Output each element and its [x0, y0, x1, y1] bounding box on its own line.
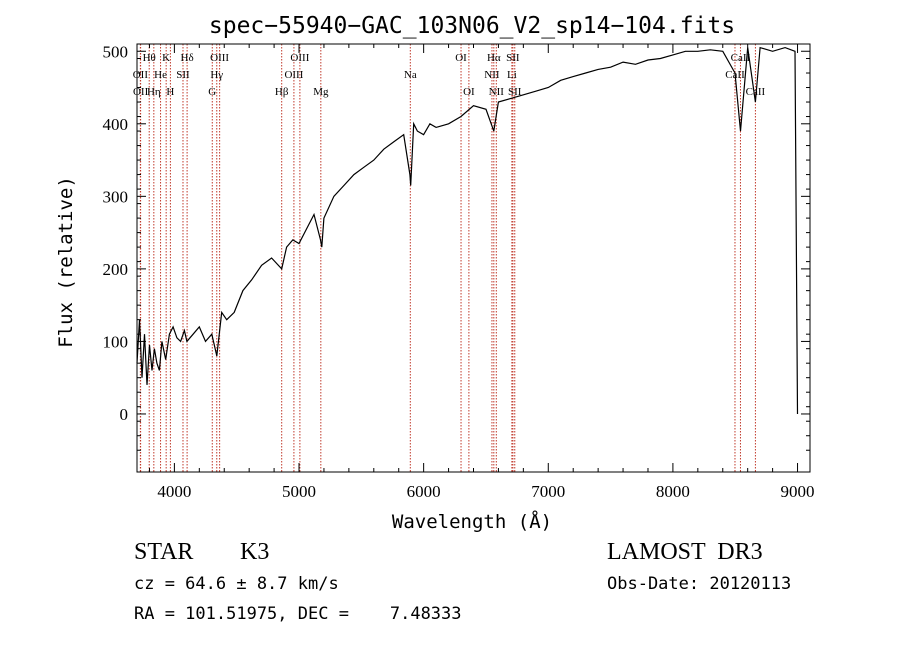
object-class: STAR — [134, 539, 193, 565]
x-axis-label: Wavelength (Å) — [392, 510, 552, 533]
line-label: OII — [133, 69, 149, 81]
plot-frame — [136, 43, 811, 473]
x-tick-label: 8000 — [656, 482, 690, 501]
line-label: SII — [176, 69, 190, 81]
x-tick-label: 9000 — [781, 482, 815, 501]
redshift-text: cz = 64.6 ± 8.7 km/s — [134, 574, 339, 594]
y-axis: 0 100 200 300 400 500 — [103, 42, 810, 451]
info-panel: STAR K3 LAMOST DR3 cz = 64.6 ± 8.7 km/s … — [134, 539, 791, 624]
line-label: G — [208, 86, 216, 98]
y-tick-label: 100 — [103, 332, 129, 351]
survey-name: LAMOST DR3 — [607, 539, 763, 565]
line-label: Mg — [313, 86, 329, 98]
line-label: Hβ — [275, 86, 289, 98]
y-tick-label: 200 — [103, 260, 129, 279]
line-label: Hη — [147, 86, 161, 98]
line-label: Hθ — [143, 52, 156, 64]
line-markers — [139, 44, 756, 472]
line-label: OI — [463, 86, 475, 98]
line-label: Na — [404, 69, 417, 81]
line-label: Hγ — [210, 69, 223, 81]
x-tick-label: 4000 — [157, 482, 191, 501]
x-tick-label: 6000 — [407, 482, 441, 501]
line-label: Hα — [487, 52, 501, 64]
x-axis: 4000 5000 6000 7000 8000 9000 — [148, 44, 815, 501]
line-label: SII — [506, 52, 520, 64]
line-label: NII — [484, 69, 500, 81]
y-tick-label: 500 — [103, 42, 129, 61]
line-label: Li — [507, 69, 517, 81]
line-label: H — [166, 86, 174, 98]
y-tick-label: 400 — [103, 115, 129, 134]
x-tick-label: 5000 — [282, 482, 316, 501]
line-label: NII — [489, 86, 505, 98]
obs-date-text: Obs-Date: 20120113 — [607, 574, 791, 594]
line-label: OIII — [284, 69, 303, 81]
line-label: CaII — [746, 86, 766, 98]
x-tick-label: 7000 — [531, 482, 565, 501]
line-labels: HθOIIOIIHηHeKHSIIHδGHγOIIIHβOIIIOIIIMgNa… — [133, 52, 766, 98]
line-label: He — [154, 69, 167, 81]
line-label: K — [162, 52, 170, 64]
object-subclass: K3 — [240, 539, 269, 565]
chart-title: spec−55940−GAC_103N06_V2_sp14−104.fits — [209, 13, 735, 39]
y-tick-label: 300 — [103, 187, 129, 206]
line-label: OIII — [290, 52, 309, 64]
line-label: SII — [508, 86, 522, 98]
line-label: OIII — [210, 52, 229, 64]
line-label: OI — [455, 52, 467, 64]
spectrum-series-line — [136, 46, 799, 415]
y-axis-label: Flux (relative) — [55, 176, 77, 348]
line-label: CaII — [731, 52, 751, 64]
line-label: Hδ — [181, 52, 194, 64]
y-tick-label: 0 — [120, 405, 129, 424]
coords-text: RA = 101.51975, DEC = 7.48333 — [134, 604, 462, 624]
